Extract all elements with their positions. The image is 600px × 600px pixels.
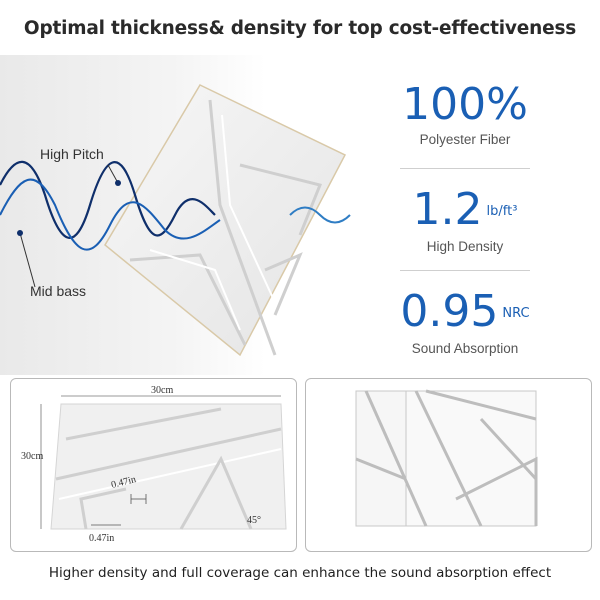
dimension-diagram <box>40 395 287 530</box>
wave-mid-bass <box>0 178 221 251</box>
stat-label: Sound Absorption <box>411 341 519 356</box>
wave-high-pitch <box>0 160 216 239</box>
stat-label: Polyester Fiber <box>419 132 511 147</box>
stat-nrc: 0.95 NRC Sound Absorption <box>380 286 550 357</box>
width-label: 30cm <box>151 385 174 396</box>
height-label: 30cm <box>21 451 44 462</box>
hero-area <box>0 55 600 375</box>
acoustic-panel-illustration <box>0 55 380 375</box>
angle-label: 45° <box>247 515 261 526</box>
divider <box>400 270 530 271</box>
coverage-panel <box>305 378 592 552</box>
stat-unit: lb/ft³ <box>486 204 518 219</box>
stat-label: High Density <box>426 239 504 254</box>
divider <box>400 168 530 169</box>
stat-value: 0.95 <box>400 286 499 337</box>
stat-density: 1.2 lb/ft³ High Density <box>380 184 550 255</box>
stat-fiber: 100% Polyester Fiber <box>380 79 550 148</box>
page-title: Optimal thickness& density for top cost-… <box>23 18 577 39</box>
mid-bass-label: Mid bass <box>30 283 87 299</box>
high-pitch-label: High Pitch <box>40 146 104 162</box>
footer-caption: Higher density and full coverage can enh… <box>48 565 552 581</box>
panel-tile <box>104 84 347 357</box>
stat-value: 100% <box>402 79 528 130</box>
tiles-illustration <box>355 389 538 527</box>
thickness-label: 0.47in <box>89 533 115 544</box>
wave-passthrough <box>289 206 351 224</box>
dimension-panel: 30cm 30cm 0.47in 0.47in 45° <box>10 378 297 552</box>
stat-value: 1.2 <box>412 184 483 235</box>
stat-unit: NRC <box>502 306 530 321</box>
